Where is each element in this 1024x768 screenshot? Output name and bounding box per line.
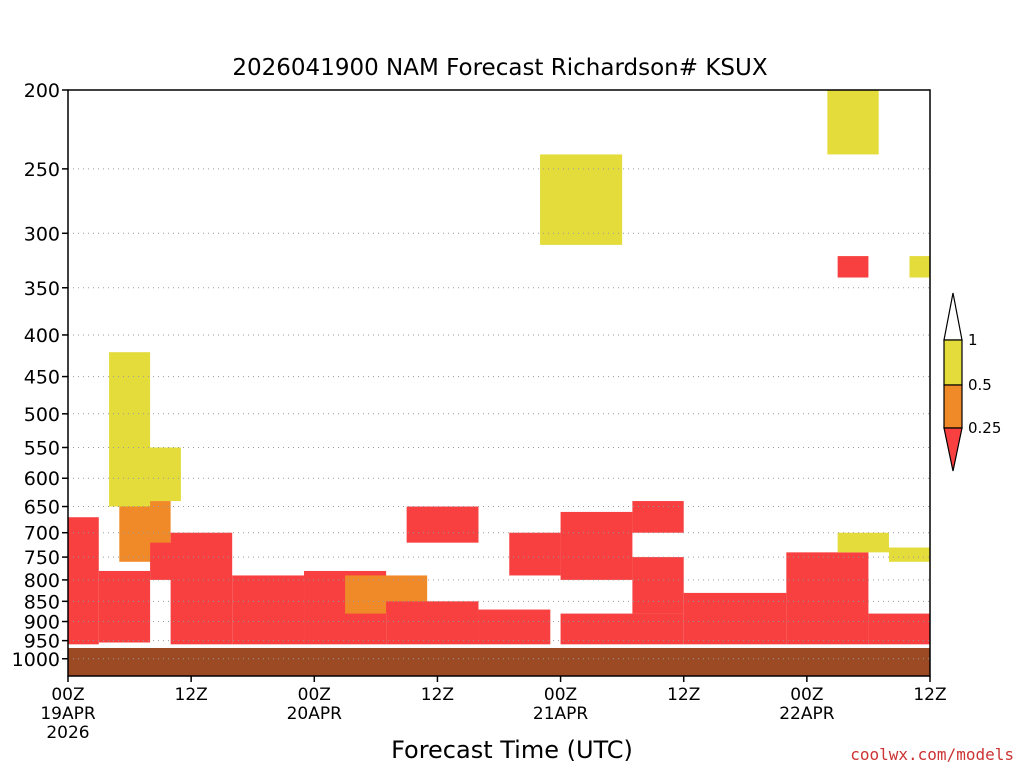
y-tick-label: 450 xyxy=(24,367,60,389)
x-tick-label: 00Z xyxy=(51,685,84,705)
ri-patch xyxy=(868,613,930,645)
ri-patch xyxy=(232,575,305,645)
y-tick-label: 900 xyxy=(24,612,60,634)
y-tick-label: 550 xyxy=(24,437,60,459)
legend-label: 1 xyxy=(968,331,978,349)
x-axis-label: Forecast Time (UTC) xyxy=(391,736,633,764)
x-tick-label: 12Z xyxy=(175,685,208,705)
y-tick-label: 400 xyxy=(24,325,60,347)
ri-patch xyxy=(540,154,623,245)
legend-bottom-arrow xyxy=(943,427,963,472)
x-tick-label: 12Z xyxy=(421,685,454,705)
ri-patch xyxy=(560,613,684,645)
ri-patch xyxy=(632,501,684,533)
y-tick-label: 300 xyxy=(24,223,60,245)
ri-patch xyxy=(909,256,930,278)
y-tick-label: 350 xyxy=(24,278,60,300)
x-tick-label: 20APR xyxy=(287,704,343,724)
ri-patch xyxy=(170,532,233,645)
plot-frame xyxy=(67,89,931,677)
x-tick-label: 00Z xyxy=(544,685,577,705)
chart-title: 2026041900 NAM Forecast Richardson# KSUX xyxy=(232,55,767,81)
ri-patch xyxy=(837,532,889,553)
ri-patch xyxy=(560,511,633,580)
y-tick-label: 500 xyxy=(24,404,60,426)
y-axis: 200 250 300 350 400 450 500 550 600 650 7007508008… xyxy=(12,80,68,671)
x-tick-label: 2026 xyxy=(46,723,89,743)
ri-patch xyxy=(837,256,869,278)
x-tick-label: 21APR xyxy=(533,704,589,724)
y-tick-label: 700 xyxy=(24,523,60,545)
x-tick-label: 00Z xyxy=(298,685,331,705)
y-tick-label: 950 xyxy=(24,631,60,653)
y-tick-label: 600 xyxy=(24,468,60,490)
legend-swatch xyxy=(943,339,963,386)
y-tick-label: 800 xyxy=(24,570,60,592)
x-tick-label: 19APR xyxy=(40,704,96,724)
ri-patch xyxy=(386,601,479,645)
ri-patch xyxy=(888,547,930,562)
ri-patch xyxy=(509,532,561,576)
ri-patch xyxy=(632,557,684,614)
ri-patch xyxy=(139,447,181,502)
ri-patch xyxy=(406,506,479,543)
y-tick-label: 200 xyxy=(24,80,60,102)
ri-patch xyxy=(683,592,787,645)
legend-swatch xyxy=(943,384,963,429)
ri-patch xyxy=(98,570,151,643)
y-tick-label: 850 xyxy=(24,591,60,613)
ri-patch xyxy=(68,517,99,645)
y-tick-label: 650 xyxy=(24,497,60,519)
credit-text: coolwx.com/models xyxy=(850,745,1014,764)
ri-patch xyxy=(827,90,879,155)
x-tick-label: 00Z xyxy=(790,685,823,705)
y-tick-label: 750 xyxy=(24,547,60,569)
legend-top-arrow xyxy=(943,292,963,341)
legend-label: 0.25 xyxy=(968,419,1001,437)
ri-patch xyxy=(478,609,551,645)
legend-label: 0.5 xyxy=(968,376,992,394)
y-tick-label: 250 xyxy=(24,159,60,181)
x-tick-label: 12Z xyxy=(667,685,700,705)
ri-patch xyxy=(786,552,869,645)
plot-area xyxy=(67,89,931,677)
y-tick-label: 1000 xyxy=(12,649,60,671)
surface-fill xyxy=(68,647,930,676)
legend: 1 0.5 0.25 xyxy=(943,292,1001,472)
x-tick-label: 22APR xyxy=(779,704,835,724)
x-tick-label: 12Z xyxy=(913,685,946,705)
